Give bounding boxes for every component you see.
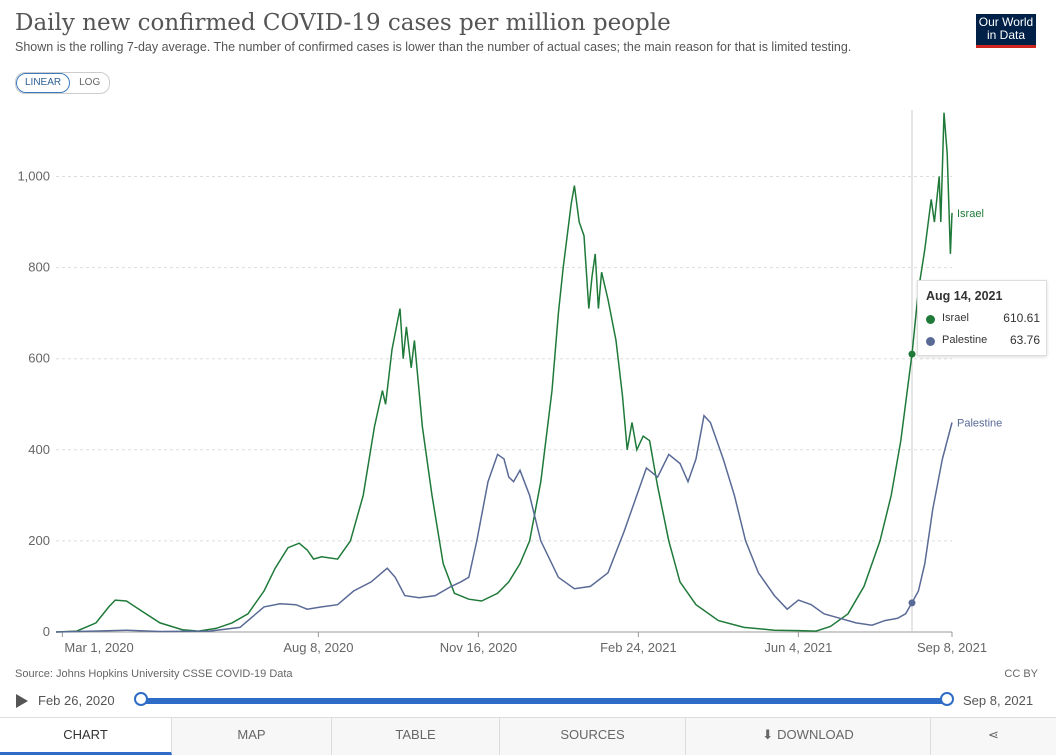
x-tick-label: Nov 16, 2020 xyxy=(440,640,517,655)
log-scale-button[interactable]: LOG xyxy=(79,77,101,88)
timeline: Feb 26, 2020 Sep 8, 2021 xyxy=(0,690,1056,712)
series-line-israel xyxy=(55,112,953,633)
x-tick-label: Aug 8, 2020 xyxy=(283,640,353,655)
y-tick-label: 400 xyxy=(28,442,50,457)
y-tick-label: 0 xyxy=(43,624,50,639)
timeline-end-handle[interactable] xyxy=(940,692,954,706)
download-icon: ⬇ xyxy=(762,727,774,742)
tab-table[interactable]: TABLE xyxy=(332,718,500,755)
israel-legend-dot xyxy=(926,315,935,324)
tooltip-row-palestine: Palestine 63.76 xyxy=(926,333,1040,349)
y-tick-label: 600 xyxy=(28,351,50,366)
series-label-palestine: Palestine xyxy=(957,417,1002,429)
play-icon[interactable] xyxy=(16,694,28,708)
scale-toggle: LINEAR LOG xyxy=(15,72,111,94)
x-tick-label: Mar 1, 2020 xyxy=(64,640,133,655)
x-tick-label: Sep 8, 2021 xyxy=(917,640,987,655)
tab-sources[interactable]: SOURCES xyxy=(500,718,686,755)
tooltip-name: Israel xyxy=(942,312,969,324)
tab-map[interactable]: MAP xyxy=(172,718,332,755)
download-label: DOWNLOAD xyxy=(777,727,854,742)
series-label-israel: Israel xyxy=(957,208,984,220)
share-icon: ⋖ xyxy=(988,727,999,742)
timeline-track[interactable] xyxy=(141,698,947,704)
tooltip-name: Palestine xyxy=(942,334,988,346)
chart-title: Daily new confirmed COVID-19 cases per m… xyxy=(15,10,671,36)
x-tick-label: Jun 4, 2021 xyxy=(764,640,832,655)
owid-logo[interactable]: Our World in Data xyxy=(976,14,1036,48)
line-chart[interactable]: 0 200 400 600 800 1,000 Mar 1, 2020 Aug 8, 2020… xyxy=(0,100,1056,665)
hover-point-israel xyxy=(908,350,916,358)
source-note[interactable]: Source: Johns Hopkins University CSSE CO… xyxy=(15,668,293,680)
tooltip-value: 610.61 xyxy=(1003,311,1040,325)
y-tick-label: 200 xyxy=(28,533,50,548)
tooltip-row-israel: Israel 610.61 xyxy=(926,311,1040,327)
chart-subtitle: Shown is the rolling 7-day average. The … xyxy=(15,40,852,54)
share-button[interactable]: ⋖ xyxy=(931,718,1056,755)
timeline-end-label: Sep 8, 2021 xyxy=(963,693,1034,708)
y-tick-label: 800 xyxy=(28,260,50,275)
tooltip-value: 63.76 xyxy=(1009,333,1040,347)
logo-line-1: Our World xyxy=(978,15,1034,29)
tab-bar: CHART MAP TABLE SOURCES ⬇ DOWNLOAD ⋖ xyxy=(0,717,1056,755)
hover-tooltip: Aug 14, 2021 Israel 610.61 Palestine 63.… xyxy=(917,280,1047,356)
tooltip-date: Aug 14, 2021 xyxy=(926,289,1003,303)
linear-scale-button[interactable]: LINEAR xyxy=(16,73,71,93)
hover-point-palestine xyxy=(908,599,916,607)
logo-line-2: in Data xyxy=(986,28,1026,42)
tab-chart[interactable]: CHART xyxy=(0,718,172,755)
timeline-start-label: Feb 26, 2020 xyxy=(38,693,115,708)
palestine-legend-dot xyxy=(926,337,935,346)
tab-download[interactable]: ⬇ DOWNLOAD xyxy=(686,718,931,755)
y-tick-label: 1,000 xyxy=(17,169,50,184)
timeline-start-handle[interactable] xyxy=(134,692,148,706)
license-link[interactable]: CC BY xyxy=(1004,668,1038,680)
x-tick-label: Feb 24, 2021 xyxy=(600,640,677,655)
series-line-palestine xyxy=(55,413,953,633)
